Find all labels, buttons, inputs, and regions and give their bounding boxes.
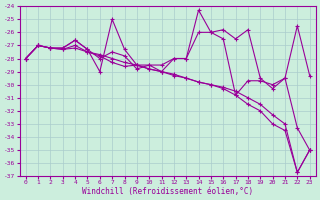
X-axis label: Windchill (Refroidissement éolien,°C): Windchill (Refroidissement éolien,°C) [82, 187, 253, 196]
